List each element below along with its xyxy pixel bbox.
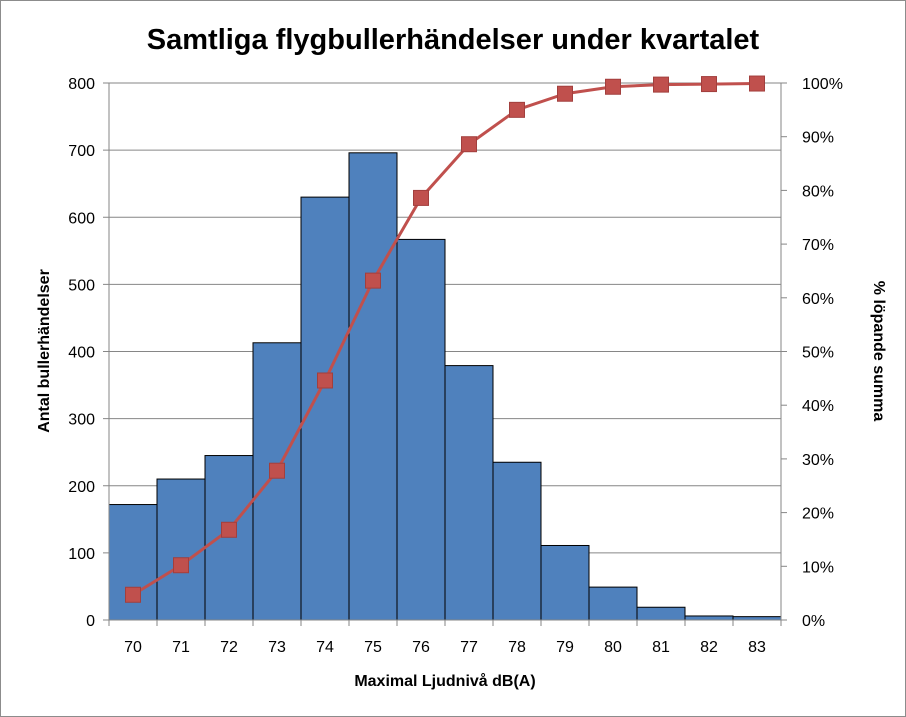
bar bbox=[588, 586, 638, 621]
line-marker bbox=[461, 136, 477, 153]
y2-tick-label: 40% bbox=[802, 398, 834, 415]
bar bbox=[156, 478, 206, 621]
x-tick-label: 71 bbox=[172, 639, 190, 656]
x-tick-label: 77 bbox=[460, 639, 478, 656]
y-tick-label: 500 bbox=[68, 277, 95, 294]
line-marker bbox=[605, 78, 621, 95]
x-tick-label: 74 bbox=[316, 639, 334, 656]
bar bbox=[348, 152, 398, 621]
bar bbox=[540, 544, 590, 621]
y-tick-label: 0 bbox=[86, 613, 95, 630]
y2-tick-label: 90% bbox=[802, 130, 834, 147]
x-tick-label: 78 bbox=[508, 639, 526, 656]
y2-tick-label: 0% bbox=[802, 613, 825, 630]
bar bbox=[732, 616, 782, 621]
bar bbox=[684, 615, 734, 621]
cumulative-line-series bbox=[125, 75, 765, 603]
x-axis-ticks: 70 71 72 73 74 75 76 77 78 79 80 81 82 83 bbox=[124, 639, 766, 656]
x-tick-label: 81 bbox=[652, 639, 670, 656]
x-tick-label: 73 bbox=[268, 639, 286, 656]
y-tick-label: 100 bbox=[68, 546, 95, 563]
line-marker bbox=[125, 586, 141, 603]
y2-axis-label: % löpande summa bbox=[870, 281, 887, 422]
line-marker bbox=[509, 101, 525, 118]
y2-tick-label: 30% bbox=[802, 452, 834, 469]
y-tick-label: 300 bbox=[68, 412, 95, 429]
y2-tick-label: 70% bbox=[802, 237, 834, 254]
y2-tick-label: 80% bbox=[802, 183, 834, 200]
x-tick-label: 83 bbox=[748, 639, 766, 656]
bar bbox=[636, 606, 686, 621]
bar bbox=[444, 365, 494, 621]
y2-tick-label: 60% bbox=[802, 291, 834, 308]
line-marker bbox=[269, 462, 285, 479]
y2-tick-label: 100% bbox=[802, 76, 843, 93]
axes bbox=[103, 82, 787, 626]
y2-axis-ticks: 0% 10% 20% 30% 40% 50% 60% 70% 80% 90% 100% bbox=[802, 76, 843, 630]
bar bbox=[396, 238, 446, 621]
y-axis-label: Antal bullerhändelser bbox=[36, 269, 53, 433]
line-marker bbox=[413, 189, 429, 206]
x-tick-label: 75 bbox=[364, 639, 382, 656]
line-marker bbox=[653, 76, 669, 93]
y2-tick-label: 10% bbox=[802, 559, 834, 576]
y-tick-label: 400 bbox=[68, 345, 95, 362]
chart-title: Samtliga flygbullerhändelser under kvart… bbox=[147, 24, 760, 56]
x-tick-label: 76 bbox=[412, 639, 430, 656]
x-tick-label: 70 bbox=[124, 639, 142, 656]
y-tick-label: 700 bbox=[68, 143, 95, 160]
bar bbox=[300, 196, 350, 621]
y-tick-label: 200 bbox=[68, 479, 95, 496]
line-marker bbox=[365, 272, 381, 289]
x-tick-label: 79 bbox=[556, 639, 574, 656]
line-marker bbox=[701, 76, 717, 93]
line-marker bbox=[557, 85, 573, 102]
x-axis-label: Maximal Ljudnivå dB(A) bbox=[354, 672, 535, 690]
line-marker bbox=[221, 521, 237, 538]
x-tick-label: 80 bbox=[604, 639, 622, 656]
line-marker bbox=[317, 372, 333, 389]
line-marker bbox=[749, 75, 765, 92]
y2-tick-label: 50% bbox=[802, 345, 834, 362]
x-tick-label: 72 bbox=[220, 639, 238, 656]
bar bbox=[252, 342, 302, 621]
y2-tick-label: 20% bbox=[802, 506, 834, 523]
x-tick-label: 82 bbox=[700, 639, 718, 656]
bar-series bbox=[108, 152, 782, 621]
y-tick-label: 800 bbox=[68, 76, 95, 93]
bar bbox=[492, 461, 542, 621]
line-marker bbox=[173, 557, 189, 574]
y-axis-ticks: 0 100 200 300 400 500 600 700 800 bbox=[68, 76, 95, 630]
y-tick-label: 600 bbox=[68, 210, 95, 227]
